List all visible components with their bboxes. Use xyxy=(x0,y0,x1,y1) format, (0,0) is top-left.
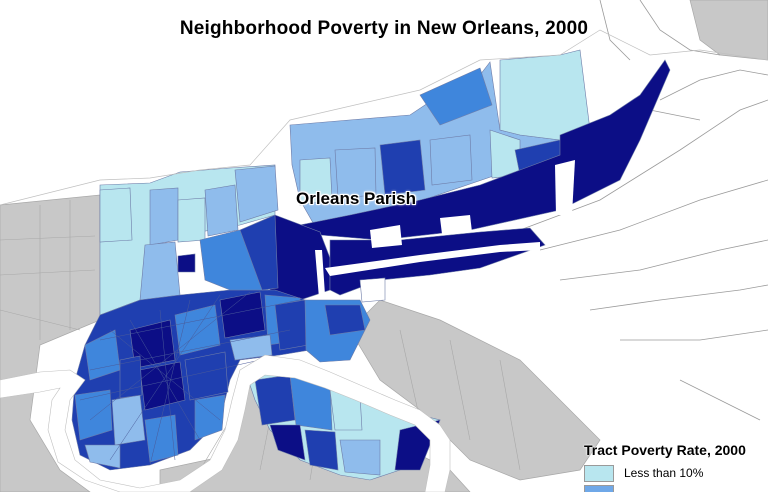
legend-item-label: Less than 10% xyxy=(624,466,704,480)
legend-title: Tract Poverty Rate, 2000 xyxy=(584,442,746,458)
tracts-algiers xyxy=(244,364,441,481)
map-title: Neighborhood Poverty in New Orleans, 200… xyxy=(179,18,589,39)
eastern-marsh xyxy=(519,0,768,421)
legend-swatch xyxy=(584,465,614,482)
tracts-lakeview xyxy=(99,164,279,316)
mississippi-river xyxy=(0,354,451,492)
legend-swatch xyxy=(584,485,614,492)
tracts-uptown xyxy=(71,214,371,471)
lake-shoreline xyxy=(0,29,768,206)
parish-label: Orleans Parish xyxy=(296,189,417,208)
canals xyxy=(310,160,575,332)
legend: Tract Poverty Rate, 2000 Less than 10% xyxy=(584,442,768,492)
